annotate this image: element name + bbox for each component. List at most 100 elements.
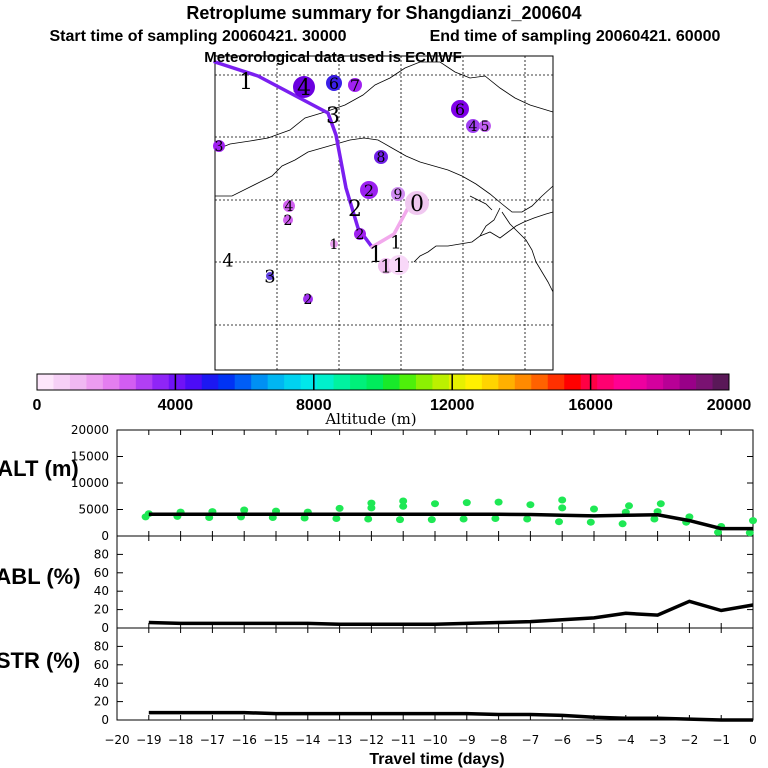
cluster-label: 9	[394, 187, 403, 203]
x-tick-label: −1	[712, 733, 730, 747]
alt-scatter-point	[459, 515, 468, 523]
chart-title: Retroplume summary for Shangdianzi_20060…	[186, 3, 581, 23]
colorbar-swatch	[267, 374, 285, 390]
cluster-label: 4	[285, 199, 294, 215]
y-tick-label: 40	[94, 584, 109, 598]
alt-scatter-point	[300, 514, 309, 522]
str-line	[148, 710, 753, 722]
alt-scatter-point	[555, 518, 563, 526]
trajectory	[213, 60, 410, 249]
alt-scatter-point	[364, 515, 373, 523]
y-tick-label: 0	[101, 621, 109, 635]
colorbar-swatch	[383, 374, 400, 390]
alt-scatter-point	[335, 504, 344, 512]
colorbar-swatch	[135, 374, 153, 390]
end-time-label: End time of sampling 20060421. 60000	[430, 28, 721, 45]
cluster-circle	[374, 150, 388, 164]
cluster-label: 4	[222, 250, 233, 271]
cluster-label: 1	[390, 232, 401, 253]
alt-scatter-point	[526, 501, 535, 509]
y-tick-label: 40	[94, 676, 109, 690]
str-y-ticks: 0 20 40 60 80	[94, 639, 753, 727]
colorbar-swatch	[498, 374, 516, 390]
alt-scatter-point	[749, 517, 757, 525]
cluster-circle	[391, 187, 405, 201]
alt-scatter-point	[367, 499, 376, 507]
cluster-label: 5	[481, 119, 490, 135]
y-tick-label: 10000	[71, 476, 109, 490]
alt-scatter-point	[462, 499, 471, 507]
altitude-colorbar: 0 4000 8000 12000 16000 20000 Altitude (m)	[33, 373, 752, 428]
x-tick-label: −12	[359, 733, 384, 747]
alt-scatter-point	[625, 502, 633, 510]
alt-scatter-point	[491, 515, 500, 522]
cluster-label: 3	[264, 266, 275, 287]
x-tick-label: −10	[422, 733, 447, 747]
colorbar-swatch	[284, 374, 302, 390]
y-tick-label: 80	[94, 639, 109, 653]
cluster-circle	[266, 272, 274, 280]
cluster-label: 6	[455, 100, 465, 119]
abl-axis-title: ABL (%)	[0, 564, 81, 589]
met-data-label: Meteorological data used is ECMWF	[204, 49, 462, 66]
x-tick-label: −8	[490, 733, 508, 747]
x-tick-label: 0	[749, 733, 757, 747]
y-tick-label: 0	[101, 713, 109, 727]
colorbar-swatch	[531, 374, 549, 390]
x-tick-label: −3	[649, 733, 667, 747]
alt-scatter-point	[558, 504, 567, 512]
colorbar-swatch	[69, 374, 87, 390]
alt-scatter-point	[240, 506, 249, 514]
colorbar-swatch	[185, 374, 203, 390]
colorbar-swatch	[119, 374, 137, 390]
y-tick-label: 60	[94, 566, 109, 580]
colorbar-swatch	[333, 374, 351, 390]
trajectory-line-main	[213, 60, 374, 249]
cluster-circle	[466, 119, 480, 133]
cluster-circle	[389, 255, 409, 275]
colorbar-swatch	[646, 374, 664, 390]
x-tick-label: −18	[168, 733, 193, 747]
cluster-label: 2	[356, 227, 365, 243]
colorbar-swatch	[201, 374, 219, 390]
alt-scatter-point	[332, 515, 341, 522]
cluster-label: 0	[410, 192, 424, 217]
colorbar-swatch	[514, 374, 532, 390]
colorbar-tick-label: 12000	[430, 397, 475, 414]
colorbar-tick-label: 8000	[296, 397, 332, 414]
x-tick-label: −9	[458, 733, 476, 747]
colorbar-axis-label: Altitude (m)	[324, 410, 416, 428]
x-tick-label: −4	[617, 733, 635, 747]
colorbar-swatch	[564, 374, 582, 390]
start-time-label: Start time of sampling 20060421. 30000	[49, 28, 346, 45]
trajectory-line-recent	[370, 206, 410, 249]
colorbar-swatch	[317, 374, 334, 390]
colorbar-swatch	[86, 374, 104, 390]
abl-y-ticks: 0 20 40 60 80	[94, 547, 753, 635]
colorbar-swatch	[37, 374, 54, 390]
cluster-label: 8	[377, 150, 386, 166]
x-tick-label: −17	[200, 733, 225, 747]
colorbar-swatch	[679, 374, 697, 390]
cluster-circle	[479, 120, 491, 132]
alt-scatter-point	[714, 528, 722, 536]
alt-scatter-point	[523, 515, 532, 523]
colorbar-swatch	[234, 374, 252, 390]
cluster-circle	[330, 240, 338, 248]
cluster-label: 2	[364, 181, 374, 200]
colorbar-tick-labels: 0 4000 8000 12000 16000 20000	[33, 374, 752, 414]
x-tick-label: −13	[327, 733, 352, 747]
colorbar-swatch	[399, 374, 417, 390]
alt-scatter-point	[558, 496, 567, 504]
alt-axis-title: ALT (m)	[0, 456, 79, 481]
x-tick-label: −5	[585, 733, 603, 747]
alt-line	[148, 512, 753, 531]
colorbar-tick-label: 20000	[707, 397, 752, 414]
cluster-circle	[326, 75, 342, 91]
colorbar-swatch	[300, 374, 318, 390]
x-tick-label: −7	[522, 733, 540, 747]
colorbar-swatch	[597, 374, 615, 390]
cluster-label: 2	[304, 292, 313, 308]
